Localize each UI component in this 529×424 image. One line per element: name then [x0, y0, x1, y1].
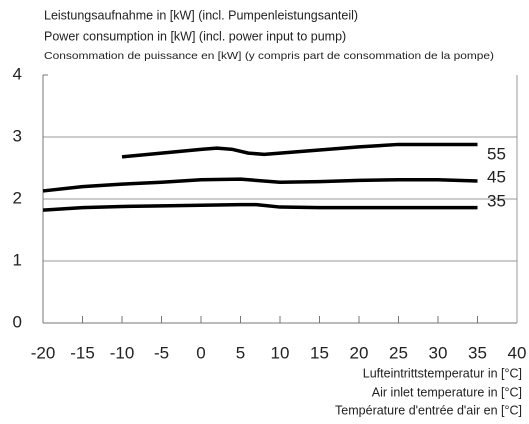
y-tick-label: 2: [13, 188, 22, 207]
series-line: [42, 202, 478, 212]
x-tick-label: -5: [154, 343, 169, 362]
y-tick-label: 4: [13, 64, 22, 83]
x-tick-label: 5: [236, 343, 245, 362]
x-tick-label: 20: [350, 343, 369, 362]
y-tick-label: 3: [13, 126, 22, 145]
chart-title: Power consumption in [kW] (incl. power i…: [44, 29, 346, 43]
x-tick-label: 40: [508, 343, 527, 362]
series-line: [121, 142, 478, 159]
x-tick-label: 30: [429, 343, 448, 362]
x-tick-label: 35: [468, 343, 487, 362]
y-tick-label: 0: [13, 312, 22, 331]
series-label: 55: [487, 144, 506, 163]
x-tick-label: 0: [196, 343, 205, 362]
x-tick-label: 15: [310, 343, 329, 362]
series-label: 35: [487, 191, 506, 210]
x-axis-label: Lufteintrittstemperatur in [°C]: [363, 366, 522, 380]
x-tick-label: -20: [31, 343, 56, 362]
series-line: [42, 177, 478, 193]
x-tick-label: -15: [70, 343, 95, 362]
x-tick-label: 10: [271, 343, 290, 362]
y-tick-label: 1: [13, 250, 22, 269]
chart-title: Leistungsaufnahme in [kW] (incl. Pumpenl…: [44, 8, 358, 22]
x-tick-label: -10: [110, 343, 135, 362]
x-axis-label: Air inlet temperature in [°C]: [372, 385, 522, 399]
series-label: 45: [487, 167, 506, 186]
chart-title: Consommation de puissance en [kW] (y com…: [44, 50, 494, 62]
x-axis-label: Température d'entrée d'air en [°C]: [335, 403, 522, 417]
x-tick-label: 25: [389, 343, 408, 362]
